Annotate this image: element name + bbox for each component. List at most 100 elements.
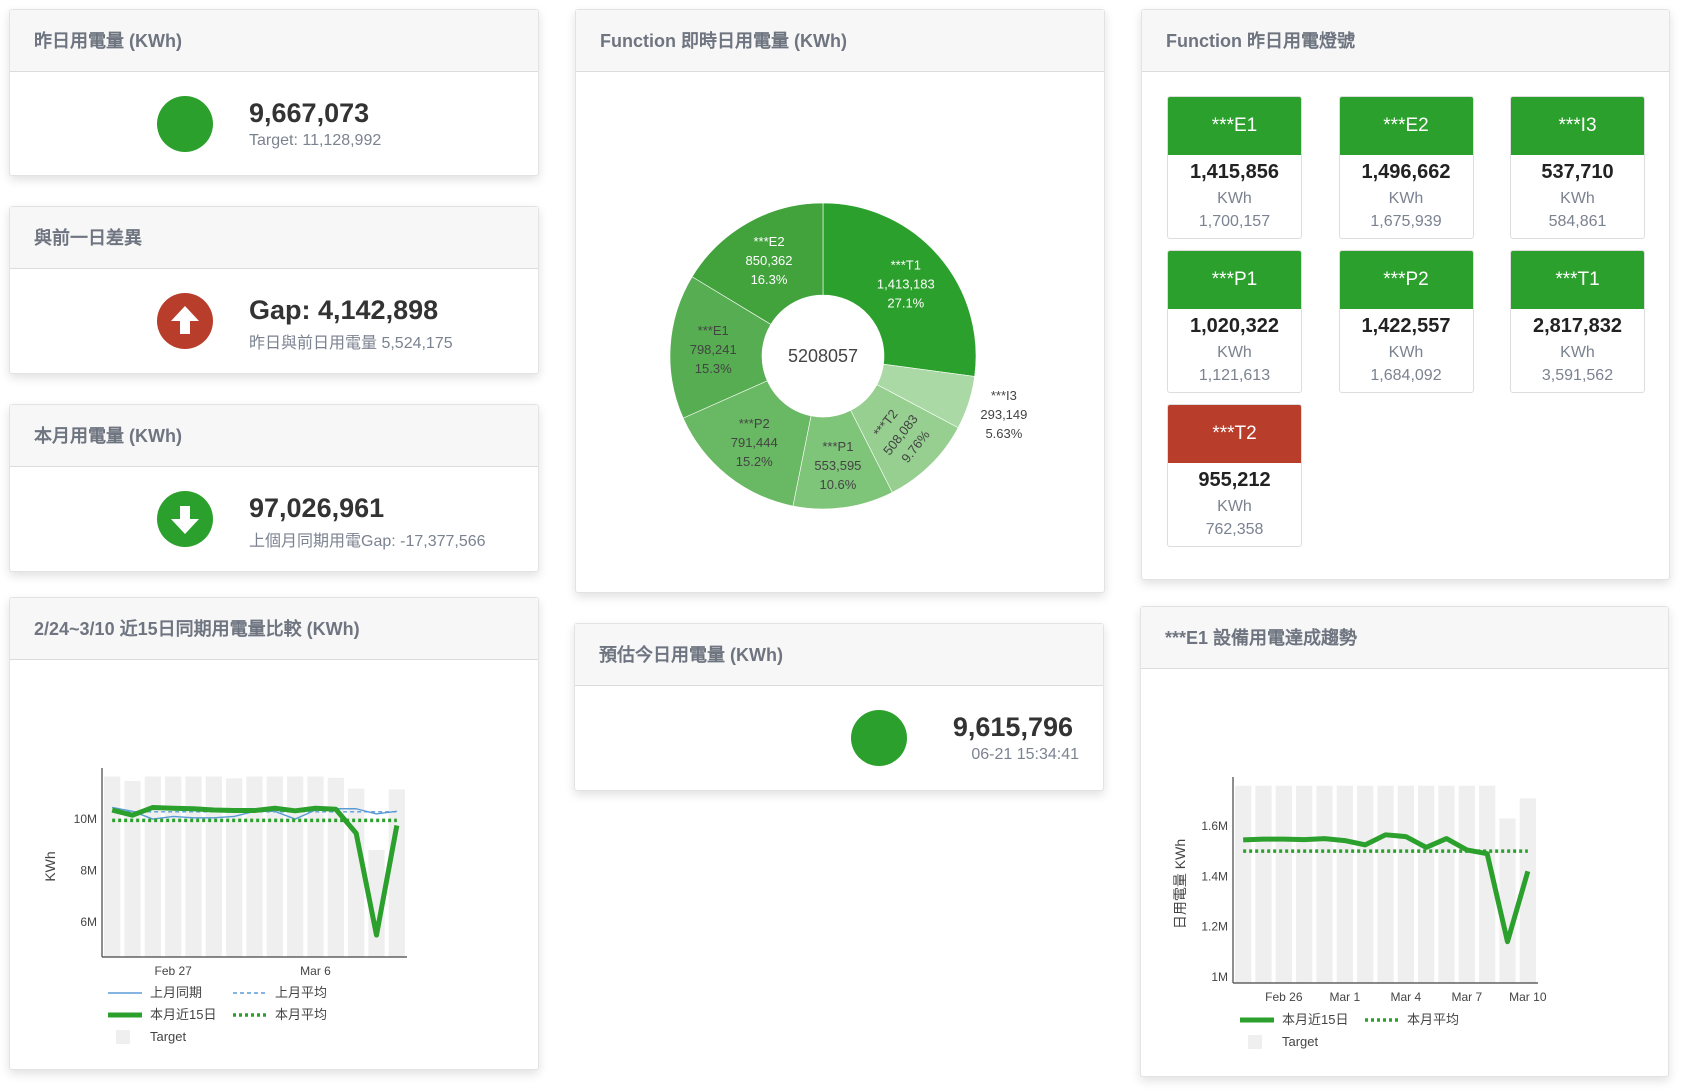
slice-label-text: ***P1 — [822, 439, 853, 454]
donut-slice[interactable] — [691, 202, 824, 325]
tile-value: 1,422,557 — [1361, 315, 1451, 337]
slice-label: ***E1 798,241 15.3% — [690, 323, 737, 376]
function-tile[interactable]: ***T1 2,817,832 KWh 3,591,562 — [1510, 250, 1645, 393]
legend-item[interactable]: Target — [1248, 1034, 1319, 1049]
legend-item[interactable]: 上月同期 — [108, 985, 202, 1000]
tile-name: ***E1 — [1168, 97, 1301, 155]
function-tile[interactable]: ***P2 1,422,557 KWh 1,684,092 — [1338, 250, 1474, 393]
slice-label-text: ***E1 — [698, 323, 729, 338]
slice-label: ***E2 850,362 16.3% — [746, 234, 793, 287]
tile-value: 955,212 — [1198, 469, 1271, 491]
svg-text:本月近15日: 本月近15日 — [1282, 1012, 1348, 1027]
target-bar — [1336, 785, 1353, 983]
slice-label-text: 553,595 — [814, 458, 861, 473]
target-bar — [1275, 785, 1292, 983]
slice-label-text: ***T1 — [891, 258, 921, 273]
slice-label-text: 850,362 — [746, 253, 793, 268]
series-line — [111, 804, 400, 938]
function-tile[interactable]: ***T2 955,212 KWh 762,358 — [1167, 404, 1302, 547]
estimate-value: 9,615,796 — [952, 712, 1073, 742]
target-bar — [1519, 798, 1536, 983]
arrow-down-circle-icon — [157, 491, 213, 547]
yesterday-target: Target: 11,128,992 — [249, 132, 382, 149]
card-title: 預估今日用電量 (KWh) — [575, 624, 1103, 686]
y-axis-title: KWh — [42, 851, 58, 881]
slice-label-text: 15.2% — [736, 454, 773, 469]
function-tile[interactable]: ***P1 1,020,322 KWh 1,121,613 — [1167, 250, 1302, 393]
svg-text:上月同期: 上月同期 — [150, 985, 202, 1000]
target-bar — [1296, 785, 1313, 983]
legend-item[interactable]: 本月平均 — [233, 1007, 327, 1022]
slice-label-text: 10.6% — [819, 477, 856, 492]
target-bar — [266, 776, 283, 957]
slice-label-text: ***P2 — [739, 416, 770, 431]
svg-text:本月近15日: 本月近15日 — [150, 1007, 216, 1022]
donut-slice[interactable] — [682, 380, 812, 507]
day-diff-card: 與前一日差異 Gap: 4,142,898 昨日與前日用電量 5,524,175 — [9, 206, 539, 374]
target-bar — [1235, 785, 1252, 983]
function-tile[interactable]: ***I3 537,710 KWh 584,861 — [1510, 96, 1645, 239]
target-bar — [205, 776, 222, 957]
target-bar — [327, 777, 344, 957]
function-tile[interactable]: ***E2 1,496,662 KWh 1,675,939 — [1338, 96, 1474, 239]
series-line — [1243, 832, 1531, 945]
target-bar — [368, 849, 385, 957]
tile-unit: KWh — [1560, 344, 1595, 361]
y-axis-title: 日用電量 KWh — [1172, 839, 1188, 929]
tile-reference: 1,684,092 — [1370, 367, 1442, 384]
tile-reference: 3,591,562 — [1541, 367, 1614, 384]
slice-label: ***P1 553,595 10.6% — [814, 439, 861, 492]
donut-slice[interactable] — [669, 276, 772, 419]
target-bar — [388, 789, 405, 957]
x-tick-label: Mar 4 — [1390, 990, 1421, 1004]
function-lights-card: Function 昨日用電燈號 ***E1 1,415,856 KWh 1,70… — [1141, 9, 1670, 580]
slice-label-text: ***E2 — [753, 234, 784, 249]
card-title: Function 即時日用電量 (KWh) — [576, 10, 1104, 72]
slice-label-text: 15.3% — [695, 361, 732, 376]
tile-reference: 1,700,157 — [1198, 213, 1271, 230]
gap-value: Gap: 4,142,898 — [249, 295, 439, 325]
slice-label-text: 1,413,183 — [877, 277, 935, 292]
function-tile[interactable]: ***E1 1,415,856 KWh 1,700,157 — [1167, 96, 1302, 239]
status-light-green — [157, 96, 213, 152]
target-bar — [185, 776, 202, 957]
y-tick-label: 1.6M — [1201, 819, 1228, 833]
target-bar — [287, 776, 304, 957]
x-tick-label: Mar 6 — [300, 964, 331, 978]
y-tick-label: 10M — [74, 812, 97, 826]
function-donut-chart: ***T1 1,413,183 27.1% ***I3 293,149 5.63% ***T… — [669, 202, 1027, 510]
tile-unit: KWh — [1217, 344, 1252, 361]
svg-text:本月平均: 本月平均 — [1407, 1012, 1459, 1027]
tile-value: 2,817,832 — [1533, 315, 1622, 337]
tile-name: ***E2 — [1339, 97, 1473, 155]
e1-trend-chart: 1M 1.2M 1.4M 1.6M Feb 26 Mar 1 Mar 4 Mar 7 Mar 1… — [1172, 777, 1547, 1049]
svg-text:本月平均: 本月平均 — [275, 1007, 327, 1022]
svg-text:Target: Target — [1282, 1034, 1319, 1049]
slice-label: ***P2 791,444 15.2% — [731, 416, 778, 469]
svg-text:上月平均: 上月平均 — [275, 985, 327, 1000]
target-bar — [1377, 785, 1394, 983]
donut-center-total: 5208057 — [788, 346, 858, 366]
target-bar — [165, 776, 182, 957]
tile-unit: KWh — [1217, 498, 1252, 515]
y-tick-label: 1M — [1211, 970, 1228, 984]
tile-name: ***T1 — [1511, 251, 1644, 309]
legend-item[interactable]: 本月近15日 — [1240, 1012, 1348, 1027]
target-bar — [1255, 785, 1272, 983]
target-bar — [246, 776, 263, 957]
tile-value: 1,496,662 — [1361, 161, 1451, 183]
legend-item[interactable]: 上月平均 — [233, 985, 327, 1000]
tile-reference: 1,675,939 — [1370, 213, 1442, 230]
estimate-time: 06-21 15:34:41 — [971, 746, 1079, 763]
tile-reference: 762,358 — [1205, 521, 1264, 538]
month-value: 97,026,961 — [249, 493, 385, 523]
legend-item[interactable]: 本月平均 — [1365, 1012, 1459, 1027]
legend-item[interactable]: 本月近15日 — [108, 1007, 216, 1022]
slice-label-text: 16.3% — [751, 272, 788, 287]
tile-name: ***T2 — [1168, 405, 1301, 463]
legend-item[interactable]: Target — [116, 1029, 187, 1044]
donut-slice[interactable] — [822, 202, 977, 377]
slice-label: ***T1 1,413,183 27.1% — [877, 258, 935, 311]
slice-label-text: 798,241 — [690, 342, 737, 357]
